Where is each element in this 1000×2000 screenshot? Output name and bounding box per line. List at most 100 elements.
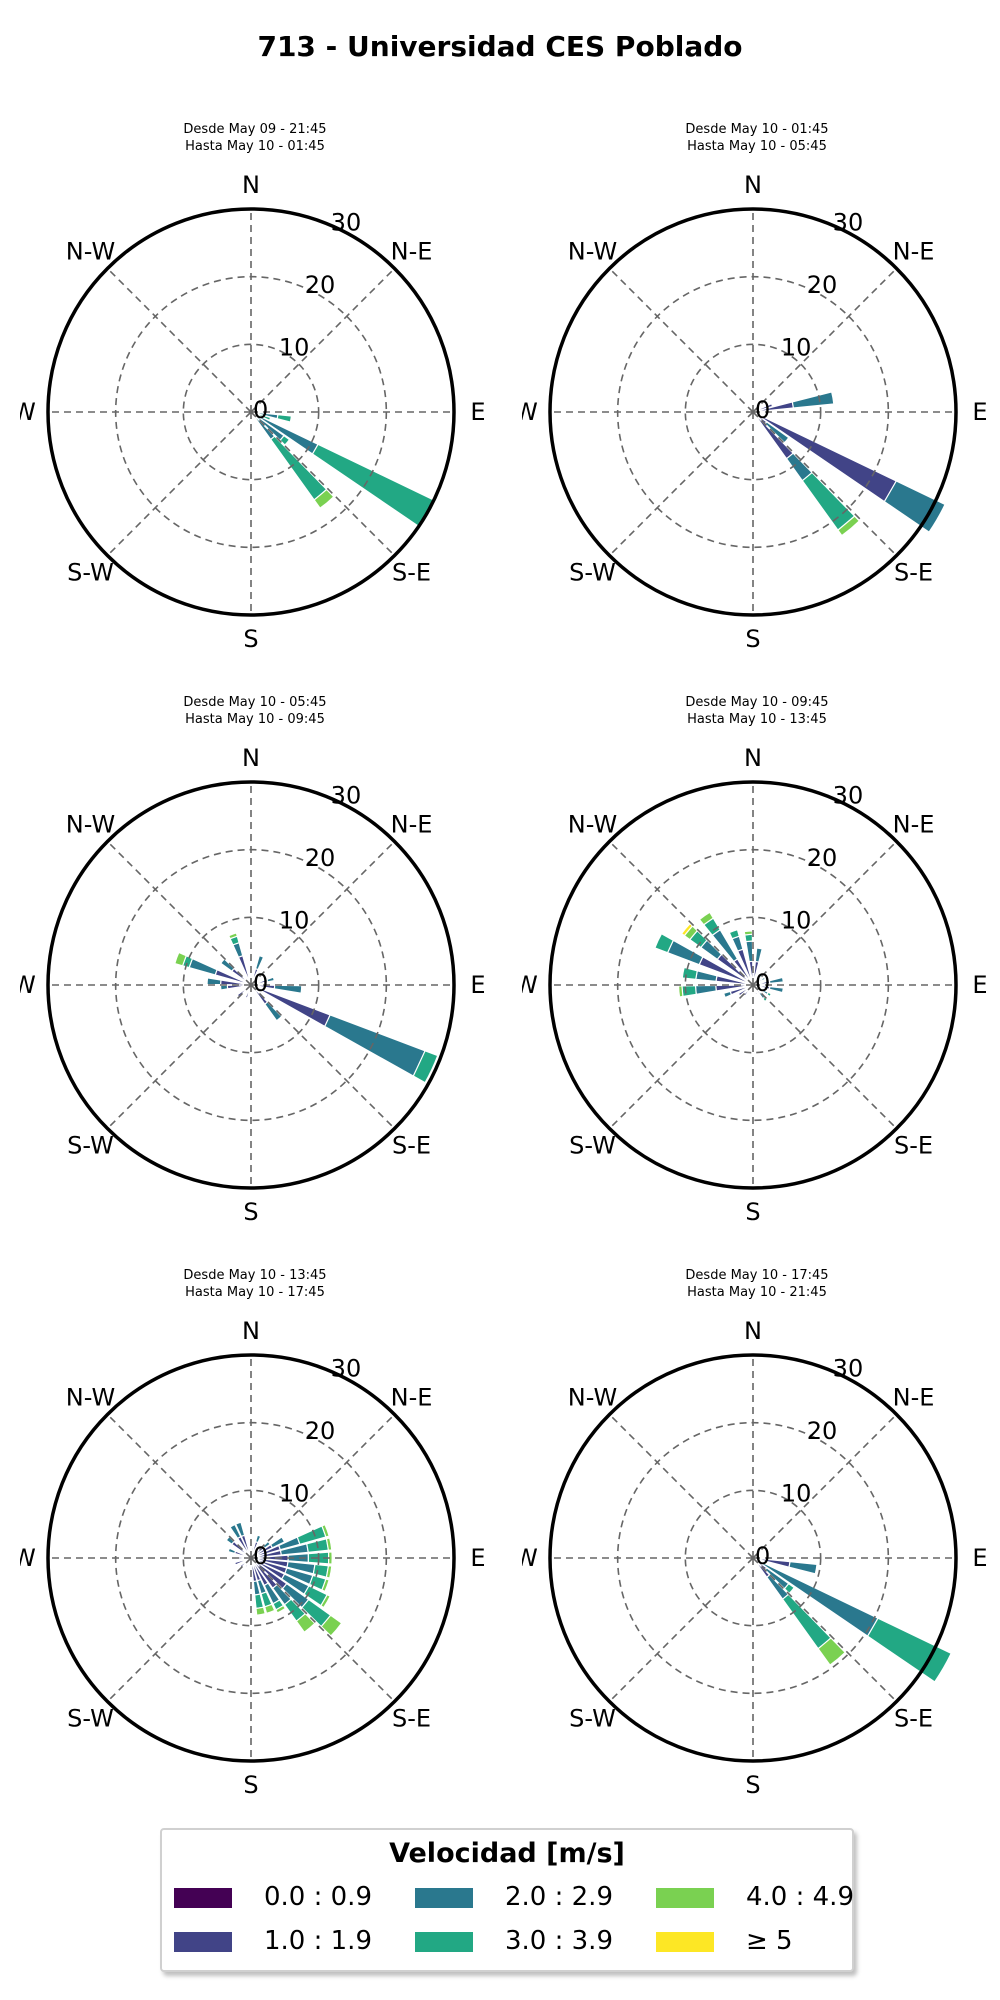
wind-bar-segment bbox=[883, 480, 946, 533]
wind-bar-segment bbox=[227, 1547, 237, 1555]
wind-bar-segment bbox=[698, 911, 715, 926]
radial-gridline bbox=[684, 916, 822, 1054]
wind-bar-segment bbox=[264, 1001, 283, 1022]
wind-bar-segment bbox=[227, 932, 238, 940]
wind-bar-segment bbox=[254, 954, 265, 971]
legend-label: 4.0 : 4.9 bbox=[746, 1882, 854, 1912]
wind-bar-segment bbox=[276, 414, 293, 423]
wind-bar-segment bbox=[758, 973, 764, 979]
wind-bar-segment bbox=[275, 1604, 287, 1614]
direction-label: N-E bbox=[893, 1383, 935, 1411]
radial-tick-label: 30 bbox=[833, 1354, 864, 1382]
wind-bar-segment bbox=[244, 987, 251, 999]
radial-tick-label: 10 bbox=[781, 906, 812, 934]
wind-bar-segment bbox=[266, 976, 275, 983]
wind-bar-segment bbox=[321, 1578, 330, 1593]
legend-label: 1.0 : 1.9 bbox=[264, 1926, 372, 1956]
legend-swatch bbox=[415, 1932, 473, 1952]
wind-bar-segment bbox=[229, 1523, 242, 1540]
radial-tick-label: 0 bbox=[253, 969, 268, 997]
direction-label: S-E bbox=[894, 1705, 933, 1733]
direction-label: S bbox=[745, 1198, 760, 1226]
direction-gridline bbox=[250, 267, 396, 413]
chart-title: 713 - Universidad CES Poblado bbox=[257, 30, 743, 63]
direction-label: N bbox=[242, 744, 260, 772]
panel-subtitle-to: Hasta May 10 - 21:45 bbox=[687, 1285, 827, 1300]
radial-tick-label: 30 bbox=[331, 208, 362, 236]
direction-label: S-E bbox=[894, 1132, 933, 1160]
wind-bar-segment bbox=[273, 984, 303, 994]
panel-subtitle-to: Hasta May 10 - 13:45 bbox=[687, 712, 827, 727]
direction-label: N bbox=[744, 171, 762, 199]
direction-label: N-W bbox=[568, 1383, 617, 1411]
wind-bar-segment bbox=[837, 515, 861, 537]
radial-tick-label: 0 bbox=[755, 396, 770, 424]
radial-tick-label: 20 bbox=[305, 271, 336, 299]
direction-gridline bbox=[608, 984, 754, 1130]
direction-label: N bbox=[744, 1317, 762, 1345]
wind-bar-segment bbox=[743, 930, 753, 936]
direction-gridline bbox=[752, 1557, 898, 1703]
windrose-panel-3: Desde May 10 - 05:45 Hasta May 10 - 09:4… bbox=[20, 688, 490, 1248]
wind-bar-segment bbox=[801, 471, 856, 531]
wind-bar-segment bbox=[694, 984, 717, 995]
radial-tick-label: 10 bbox=[279, 1479, 310, 1507]
panel-subtitle-to: Hasta May 10 - 05:45 bbox=[687, 139, 827, 154]
direction-label: E bbox=[972, 1544, 987, 1572]
direction-label: S bbox=[243, 625, 258, 653]
wind-bar-segment bbox=[866, 1617, 952, 1683]
direction-label: N-E bbox=[391, 810, 433, 838]
wind-bar-segment bbox=[325, 1565, 333, 1579]
wind-bar-segment bbox=[264, 1603, 276, 1615]
panel-subtitle-to: Hasta May 10 - 09:45 bbox=[185, 712, 325, 727]
wind-bar-segment bbox=[321, 1523, 330, 1538]
wind-bar-segment bbox=[255, 1606, 266, 1616]
windrose-panel-5: Desde May 10 - 13:45 Hasta May 10 - 17:4… bbox=[20, 1261, 490, 1821]
panel-subtitle-from: Desde May 10 - 13:45 bbox=[183, 1268, 327, 1283]
direction-label: E bbox=[470, 971, 485, 999]
direction-label: E bbox=[972, 398, 987, 426]
radial-gridline bbox=[182, 916, 320, 1054]
direction-gridline bbox=[608, 1413, 754, 1559]
wind-bar-segment bbox=[788, 1561, 818, 1575]
direction-gridline bbox=[608, 840, 754, 986]
radial-tick-label: 30 bbox=[331, 781, 362, 809]
direction-label: S-E bbox=[392, 1705, 431, 1733]
wind-bar-segment bbox=[320, 1593, 332, 1609]
radial-tick-label: 10 bbox=[279, 906, 310, 934]
legend-swatch bbox=[174, 1932, 232, 1952]
wind-bar-segment bbox=[680, 922, 694, 937]
direction-label: W bbox=[522, 398, 538, 426]
direction-label: N-W bbox=[568, 810, 617, 838]
direction-label: E bbox=[972, 971, 987, 999]
direction-label: S bbox=[243, 1771, 258, 1799]
direction-label: W bbox=[522, 1544, 538, 1572]
legend: Velocidad [m/s] 0.0 : 0.9 1.0 : 1.9 2.0 … bbox=[160, 1828, 854, 1972]
panel-subtitle-from: Desde May 09 - 21:45 bbox=[183, 122, 327, 137]
wind-bar-segment bbox=[311, 443, 435, 528]
wind-bar-segment bbox=[728, 928, 740, 940]
windrose-panel-4: Desde May 10 - 09:45 Hasta May 10 - 13:4… bbox=[522, 688, 992, 1248]
radial-tick-label: 0 bbox=[755, 1542, 770, 1570]
wind-bar-segment bbox=[320, 1614, 343, 1637]
wind-bar-segment bbox=[219, 984, 229, 991]
direction-label: N bbox=[242, 171, 260, 199]
direction-label: E bbox=[470, 1544, 485, 1572]
radial-gridline bbox=[182, 343, 320, 481]
wind-bar-segment bbox=[325, 1537, 333, 1551]
legend-swatch bbox=[656, 1888, 714, 1908]
windrose-panel-1: Desde May 09 - 21:45 Hasta May 10 - 01:4… bbox=[20, 115, 490, 675]
wind-bar-segment bbox=[754, 947, 763, 963]
direction-label: N-E bbox=[391, 1383, 433, 1411]
direction-label: S-W bbox=[67, 559, 114, 587]
legend-label: 2.0 : 2.9 bbox=[505, 1882, 613, 1912]
wind-bar-segment bbox=[234, 1521, 246, 1538]
windrose-plot: 0 10 20 30 N N-E E S-E S S-W W N-W bbox=[522, 1317, 988, 1799]
polar-frame bbox=[46, 1353, 456, 1763]
panel-subtitle-from: Desde May 10 - 17:45 bbox=[685, 1268, 829, 1283]
wind-bar-segment bbox=[681, 966, 698, 980]
wind-bar-segment bbox=[254, 1534, 262, 1544]
radial-tick-label: 20 bbox=[807, 1417, 838, 1445]
wind-bar-segment bbox=[654, 932, 675, 954]
wind-bar-segment bbox=[250, 1547, 255, 1556]
